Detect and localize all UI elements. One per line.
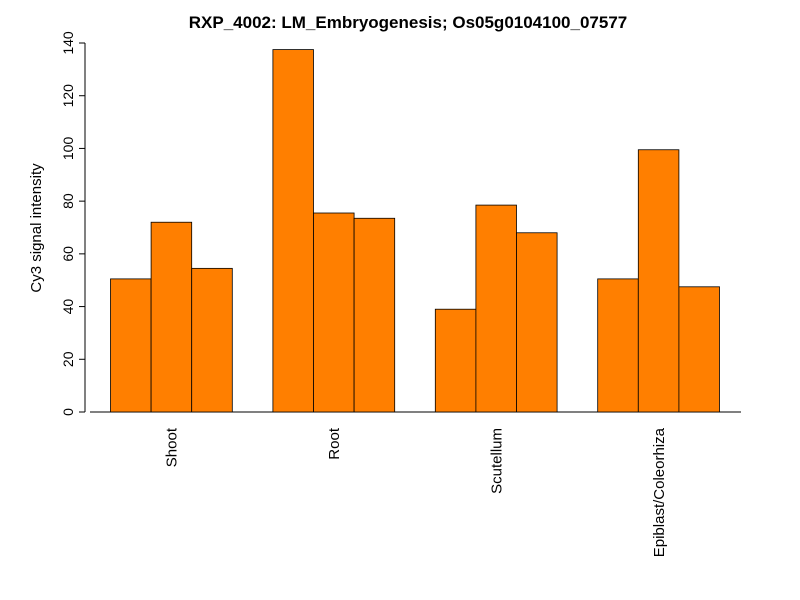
y-tick-label: 120	[60, 84, 76, 108]
bar	[516, 232, 558, 413]
y-axis-label: Cy3 signal intensity	[28, 163, 45, 293]
bar	[191, 267, 233, 413]
bar	[272, 49, 314, 413]
y-tick-label: 100	[60, 137, 76, 161]
category-label: Scutellum	[488, 428, 505, 494]
bar	[150, 221, 193, 413]
bar	[475, 204, 517, 413]
bar	[597, 278, 639, 413]
y-tick-label: 60	[60, 246, 76, 262]
bar	[637, 149, 680, 413]
bar	[434, 308, 477, 413]
chart-title: RXP_4002: LM_Embryogenesis; Os05g0104100…	[189, 13, 627, 32]
bar	[313, 212, 355, 413]
y-axis: 0 20 40 60 80 100 120 140	[60, 31, 86, 416]
bars	[110, 49, 720, 413]
y-tick-label: 20	[60, 351, 76, 367]
y-tick-label: 40	[60, 299, 76, 315]
y-tick-label: 0	[60, 408, 76, 416]
category-label: Shoot	[164, 427, 181, 467]
y-tick-label: 140	[60, 31, 76, 55]
category-labels: Shoot Root Scutellum Epiblast/Coleorhiza	[164, 427, 668, 557]
category-label: Epiblast/Coleorhiza	[651, 427, 668, 557]
bar	[353, 217, 396, 413]
bar	[110, 278, 152, 413]
bar	[678, 286, 720, 413]
category-label: Root	[326, 427, 343, 460]
y-tick-label: 80	[60, 193, 76, 209]
